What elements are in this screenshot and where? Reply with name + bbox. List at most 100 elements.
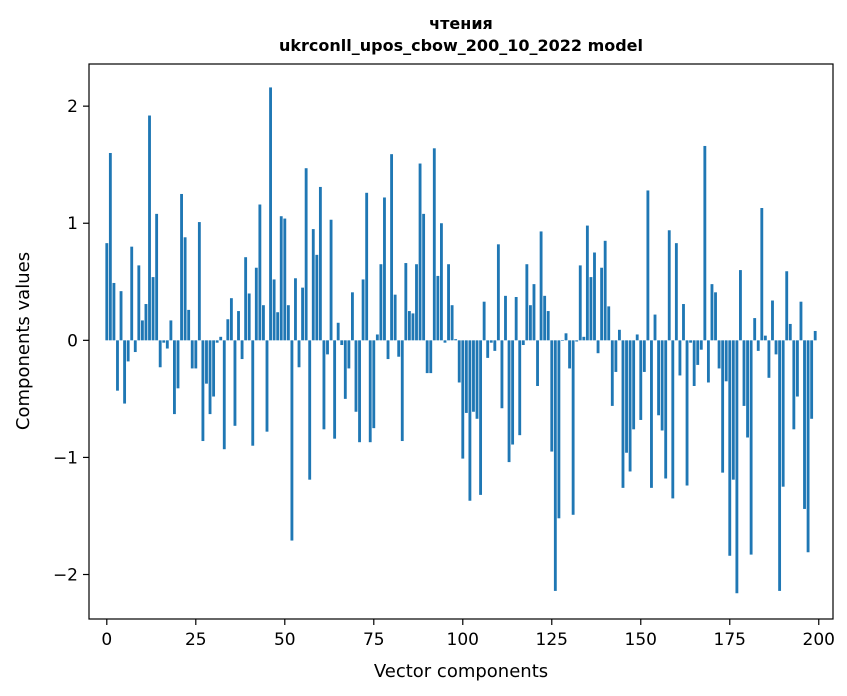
bar-114 xyxy=(511,340,515,445)
bar-43 xyxy=(258,204,262,341)
bar-104 xyxy=(475,340,479,419)
bar-193 xyxy=(792,340,796,430)
bar-158 xyxy=(667,230,671,341)
bar-61 xyxy=(322,340,326,430)
x-tick-label: 100 xyxy=(447,630,479,650)
x-tick-label: 25 xyxy=(185,630,207,650)
bar-73 xyxy=(365,192,369,341)
bar-146 xyxy=(625,340,628,453)
bar-167 xyxy=(699,340,703,350)
bar-169 xyxy=(706,340,710,383)
bar-157 xyxy=(664,340,668,479)
bar-62 xyxy=(326,340,329,355)
bar-23 xyxy=(187,309,191,341)
bar-41 xyxy=(251,340,255,446)
bar-83 xyxy=(400,340,404,442)
bar-156 xyxy=(660,340,664,431)
y-tick-label: −2 xyxy=(53,566,78,586)
bar-42 xyxy=(254,267,258,341)
bar-105 xyxy=(479,340,483,495)
bar-10 xyxy=(140,320,144,341)
bar-196 xyxy=(803,340,806,509)
bar-78 xyxy=(383,197,386,341)
bar-171 xyxy=(714,292,717,341)
bar-195 xyxy=(799,301,803,341)
bar-174 xyxy=(724,340,728,382)
chart-subtitle: ukrconll_upos_cbow_200_10_2022 model xyxy=(279,36,643,55)
chart-title: чтения xyxy=(429,14,493,33)
bar-11 xyxy=(144,304,148,341)
bar-59 xyxy=(315,254,319,341)
y-tick-label: 2 xyxy=(67,97,78,117)
bar-134 xyxy=(582,336,586,341)
bar-29 xyxy=(208,340,212,415)
bar-95 xyxy=(443,340,447,343)
bar-118 xyxy=(525,264,529,341)
bar-189 xyxy=(778,340,782,591)
y-tick-label: 1 xyxy=(67,214,78,234)
bar-161 xyxy=(678,340,682,376)
bar-165 xyxy=(692,340,696,386)
bar-170 xyxy=(710,284,714,341)
bar-139 xyxy=(600,267,604,341)
bar-51 xyxy=(286,305,290,341)
bar-144 xyxy=(617,329,621,341)
bar-27 xyxy=(201,340,205,442)
bar-52 xyxy=(290,340,294,541)
bar-187 xyxy=(771,300,774,341)
bar-0 xyxy=(105,243,109,341)
bar-112 xyxy=(504,295,507,341)
bar-149 xyxy=(635,334,639,341)
bar-89 xyxy=(422,213,426,341)
bar-159 xyxy=(671,340,675,499)
bar-102 xyxy=(468,340,472,501)
bar-172 xyxy=(717,340,721,369)
bar-50 xyxy=(283,218,287,341)
bar-180 xyxy=(746,340,749,438)
bar-123 xyxy=(543,295,547,341)
y-axis-ticks: −2 −1 0 1 2 xyxy=(53,97,89,586)
bar-76 xyxy=(375,334,379,341)
bar-151 xyxy=(642,340,646,372)
bar-131 xyxy=(571,340,575,515)
bar-115 xyxy=(514,297,518,341)
bar-94 xyxy=(440,223,443,341)
bar-138 xyxy=(596,340,600,354)
x-tick-label: 200 xyxy=(803,630,835,650)
bar-81 xyxy=(393,294,397,341)
bar-7 xyxy=(130,246,134,341)
bar-98 xyxy=(454,339,458,341)
bar-154 xyxy=(653,314,657,341)
x-tick-label: 150 xyxy=(625,630,657,650)
bar-86 xyxy=(411,313,415,341)
x-axis-ticks: 0 25 50 75 100 125 150 175 200 xyxy=(101,619,835,650)
bar-39 xyxy=(244,257,248,341)
bar-99 xyxy=(457,340,461,383)
bar-163 xyxy=(685,340,689,486)
bar-100 xyxy=(461,340,465,459)
bar-80 xyxy=(390,154,394,341)
bar-108 xyxy=(489,340,493,343)
bar-103 xyxy=(472,340,475,412)
bar-113 xyxy=(507,340,511,463)
bar-191 xyxy=(785,271,789,341)
bar-145 xyxy=(621,340,625,488)
bar-54 xyxy=(297,340,301,368)
bar-31 xyxy=(215,340,219,343)
bar-107 xyxy=(486,340,490,358)
bar-153 xyxy=(650,340,653,488)
bar-48 xyxy=(276,312,280,341)
bar-63 xyxy=(329,219,333,341)
bar-164 xyxy=(689,340,693,343)
bar-199 xyxy=(813,330,817,341)
bar-82 xyxy=(397,340,401,357)
bar-143 xyxy=(614,340,618,372)
bar-88 xyxy=(418,163,422,341)
bar-19 xyxy=(173,340,176,415)
bar-21 xyxy=(180,193,183,341)
bar-155 xyxy=(657,340,660,416)
bar-186 xyxy=(767,340,771,378)
bar-127 xyxy=(557,340,561,519)
bar-150 xyxy=(639,340,643,420)
